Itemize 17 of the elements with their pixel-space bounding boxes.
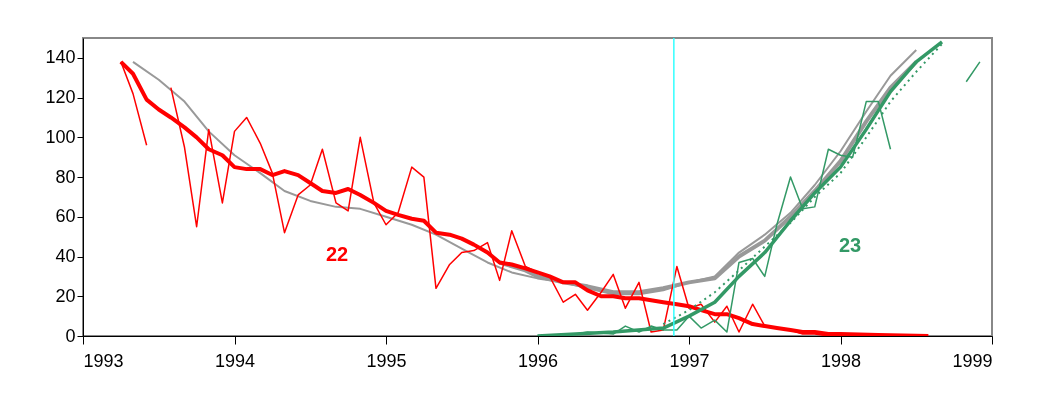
x-tick-label: 1994 — [214, 350, 256, 371]
y-tick-label: 60 — [55, 206, 76, 227]
y-tick-label: 40 — [55, 246, 76, 267]
y-tick-label: 100 — [45, 126, 76, 147]
y-tick-label: 140 — [45, 47, 76, 68]
x-tick-label: 1993 — [83, 350, 124, 371]
x-tick-label: 1997 — [669, 350, 710, 371]
x-tick-label: 1995 — [366, 350, 407, 371]
annotation: 23 — [838, 234, 862, 256]
y-tick-label: 20 — [55, 285, 76, 306]
y-tick-label: 80 — [55, 166, 76, 187]
y-tick-label: 120 — [45, 87, 76, 108]
y-tick-label: 0 — [65, 325, 76, 346]
annotation: 22 — [325, 243, 349, 265]
x-tick-label: 1996 — [517, 350, 559, 371]
x-tick-label: 1998 — [820, 350, 862, 371]
x-tick-label: 1999 — [952, 350, 993, 371]
